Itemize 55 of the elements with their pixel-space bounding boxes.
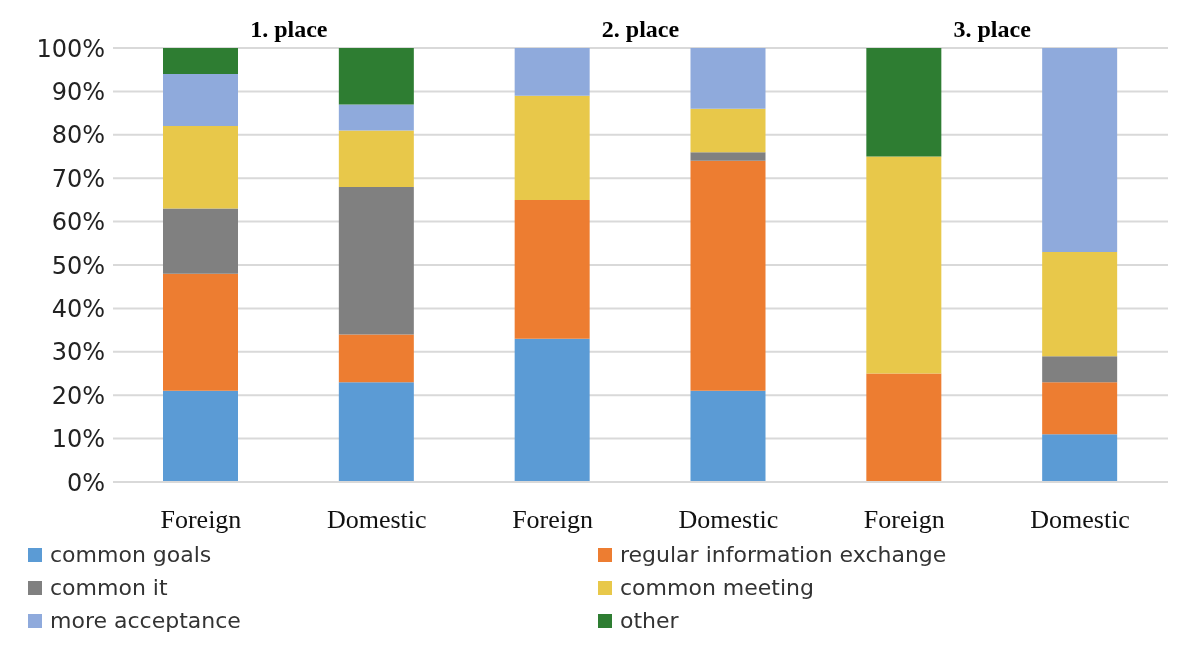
legend-label: common it: [50, 575, 168, 600]
y-tick-label: 90%: [51, 77, 105, 106]
bar: [866, 373, 942, 482]
bar: [1042, 356, 1118, 383]
bar: [338, 130, 414, 187]
text: 1. place: [249, 16, 329, 43]
y-tick-label: 10%: [51, 425, 105, 454]
x-tick-label: Domestic: [326, 505, 427, 535]
legend-label: more acceptance: [50, 608, 241, 633]
bar: [163, 48, 238, 75]
x-tick-label: Domestic: [678, 505, 779, 535]
x-tick-label: Foreign: [863, 505, 945, 535]
x-tick-label: Foreign: [160, 505, 242, 535]
y-tick-label: 40%: [51, 294, 105, 323]
bar: [1042, 48, 1118, 252]
bar: [514, 338, 590, 482]
y-tick-label: 60%: [51, 208, 105, 237]
bar: [163, 126, 238, 209]
bar: [1042, 434, 1118, 482]
bar: [690, 160, 766, 391]
bar: [866, 48, 942, 157]
bar: [163, 273, 238, 391]
bar: [163, 74, 238, 127]
bar: [690, 48, 766, 109]
legend-label: common meeting: [620, 575, 814, 600]
bar: [1042, 251, 1118, 357]
bar: [163, 390, 238, 482]
bar: [338, 382, 414, 482]
bar: [338, 104, 414, 131]
text: 2. place: [600, 16, 681, 43]
y-tick-label: 0%: [66, 468, 105, 497]
bar: [338, 334, 414, 383]
legend-label: regular information exchange: [620, 542, 947, 567]
bar: [163, 208, 238, 274]
bar: [514, 48, 590, 96]
bar: [1042, 382, 1118, 435]
y-tick-label: 50%: [51, 251, 105, 280]
bar: [514, 199, 590, 339]
bar: [866, 156, 942, 374]
y-tick-label: 30%: [51, 338, 105, 367]
bar: [690, 390, 766, 482]
bar: [690, 152, 766, 161]
y-tick-label: 70%: [51, 164, 105, 193]
y-tick-label: 100%: [36, 34, 105, 63]
bar: [690, 108, 766, 153]
bar: [338, 48, 414, 105]
bar: [514, 95, 590, 200]
x-tick-label: Domestic: [1030, 505, 1130, 535]
x-tick-label: Foreign: [512, 505, 594, 535]
bar: [338, 186, 414, 335]
legend-label: other: [620, 608, 679, 633]
y-tick-label: 80%: [51, 121, 105, 150]
legend-label: common goals: [50, 542, 212, 567]
text: 3. place: [952, 16, 1032, 43]
y-tick-label: 20%: [51, 381, 105, 410]
